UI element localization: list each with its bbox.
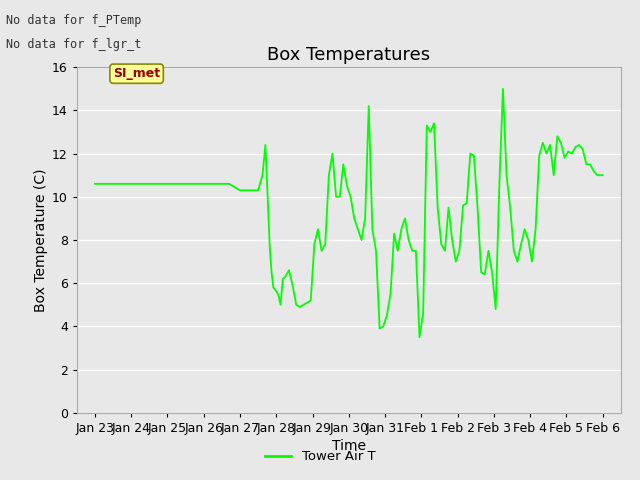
X-axis label: Time: Time — [332, 439, 366, 453]
Text: No data for f_PTemp: No data for f_PTemp — [6, 14, 142, 27]
Text: SI_met: SI_met — [113, 67, 160, 80]
Y-axis label: Box Temperature (C): Box Temperature (C) — [34, 168, 48, 312]
Title: Box Temperatures: Box Temperatures — [268, 46, 430, 64]
Legend: Tower Air T: Tower Air T — [259, 445, 381, 468]
Text: No data for f_lgr_t: No data for f_lgr_t — [6, 38, 142, 51]
